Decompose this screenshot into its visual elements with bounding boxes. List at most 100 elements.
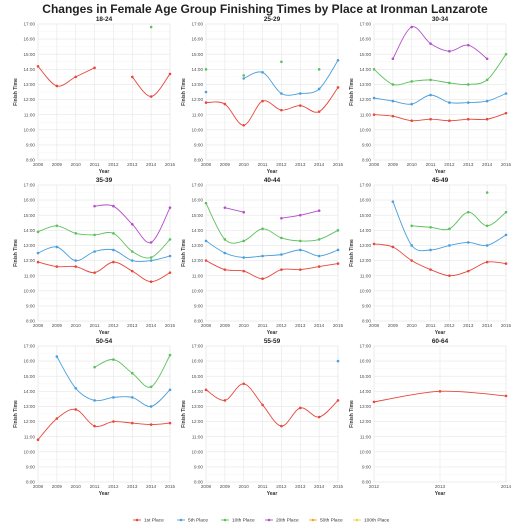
facet-35-39: 8:00 9:00 10:00 11:00 12:00 13:00 14:00 15:00 16… (13, 177, 176, 336)
y-tick-label: 9:00 (362, 142, 371, 147)
data-point (485, 117, 489, 121)
data-point (504, 52, 508, 56)
data-point (504, 92, 508, 95)
y-tick-label: 12:00 (360, 419, 372, 424)
data-point (242, 382, 246, 386)
y-tick-label: 9:00 (194, 464, 203, 469)
data-point (504, 210, 508, 214)
data-point (130, 75, 134, 79)
data-point (391, 245, 395, 249)
x-tick-label: 2009 (220, 484, 231, 489)
data-point (149, 423, 153, 426)
data-point (168, 238, 172, 241)
x-tick-label: 2014 (482, 323, 493, 328)
y-tick-label: 13:00 (192, 243, 204, 248)
data-point (391, 57, 395, 61)
x-axis-label: Year (99, 330, 110, 336)
legend-label: 10th Place (232, 518, 255, 524)
y-tick-label: 16:00 (192, 37, 204, 42)
data-point (298, 213, 302, 217)
data-point (298, 268, 302, 271)
x-tick-label: 2013 (463, 162, 474, 167)
series-line (392, 26, 488, 60)
series-line (411, 211, 507, 231)
data-point (280, 216, 283, 220)
y-tick-label: 15:00 (24, 374, 36, 379)
y-tick-label: 16:00 (192, 359, 204, 364)
data-point (410, 259, 414, 262)
series-10th-place (93, 353, 172, 389)
x-tick-label: 2011 (426, 162, 436, 167)
series-line (205, 260, 339, 280)
data-point (36, 65, 40, 68)
facet-30-34: 8:00 9:00 10:00 11:00 12:00 13:00 14:00 15:00 16… (349, 16, 512, 175)
x-tick-label: 2009 (52, 162, 63, 167)
data-point (280, 253, 283, 256)
y-tick-label: 11:00 (360, 273, 372, 278)
series-line (37, 65, 95, 87)
data-point (168, 254, 172, 258)
data-point (372, 113, 376, 116)
y-tick-label: 16:00 (360, 37, 372, 42)
chart-title: Changes in Female Age Group Finishing Ti… (42, 2, 488, 16)
y-tick-label: 13:00 (192, 82, 204, 87)
data-point (317, 415, 321, 419)
data-point (55, 355, 59, 358)
data-point (93, 271, 96, 274)
series-line (373, 112, 507, 122)
x-tick-label: 2011 (426, 323, 436, 328)
y-tick-label: 10:00 (24, 127, 36, 132)
data-point (242, 256, 246, 259)
y-tick-label: 9:00 (362, 303, 371, 308)
series-line (205, 383, 339, 427)
facet-45-49: 8:00 9:00 10:00 11:00 12:00 13:00 14:00 15:00 16… (349, 177, 512, 336)
data-point (204, 68, 208, 71)
facet-55-59: 8:00 9:00 10:00 11:00 12:00 13:00 14:00 15:00 16… (181, 338, 344, 497)
data-point (504, 394, 508, 398)
data-point (485, 244, 489, 247)
data-point (317, 238, 321, 241)
x-tick-label: 2015 (333, 162, 344, 167)
series-10th-place (204, 60, 321, 77)
x-tick-label: 2013 (127, 484, 138, 489)
y-tick-label: 13:00 (192, 404, 204, 409)
y-tick-label: 17:00 (360, 344, 372, 349)
data-point (448, 81, 451, 85)
y-tick-label: 10:00 (192, 288, 204, 293)
data-point (410, 25, 414, 29)
series-1st-place (204, 259, 340, 280)
x-tick-label: 2009 (388, 323, 399, 328)
x-tick-label: 2012 (108, 323, 119, 328)
y-tick-label: 17:00 (360, 183, 372, 188)
data-point (149, 405, 153, 408)
series-line (37, 261, 171, 283)
facet-title: 45-49 (432, 177, 449, 184)
x-tick-label: 2014 (146, 484, 157, 489)
data-point (36, 260, 40, 264)
legend-item: 1st Place (133, 518, 164, 524)
data-point (223, 102, 227, 106)
series-line (243, 60, 339, 96)
data-point (112, 260, 115, 264)
data-point (74, 75, 78, 79)
y-axis-label: Finish Time (181, 239, 187, 267)
facet-50-54: 8:00 9:00 10:00 11:00 12:00 13:00 14:00 15:00 16… (13, 338, 176, 497)
series-line (37, 225, 171, 259)
data-point (93, 233, 96, 237)
legend-label: 20th Place (276, 518, 299, 524)
data-point (112, 204, 115, 208)
y-tick-label: 14:00 (192, 228, 204, 233)
data-point (429, 117, 432, 121)
data-point (391, 114, 395, 118)
data-point (93, 365, 96, 369)
series-5th-place (391, 200, 508, 252)
series-5th-place (36, 245, 172, 262)
y-tick-label: 14:00 (24, 67, 36, 72)
data-point (204, 388, 208, 392)
y-tick-label: 11:00 (24, 273, 36, 278)
series-5th-place (55, 355, 172, 408)
series-5th-place (336, 359, 340, 363)
facet-60-64: 8:00 9:00 10:00 11:00 12:00 13:00 14:00 15:00 16… (349, 338, 512, 497)
data-point (261, 403, 264, 407)
x-tick-label: 2013 (127, 323, 138, 328)
